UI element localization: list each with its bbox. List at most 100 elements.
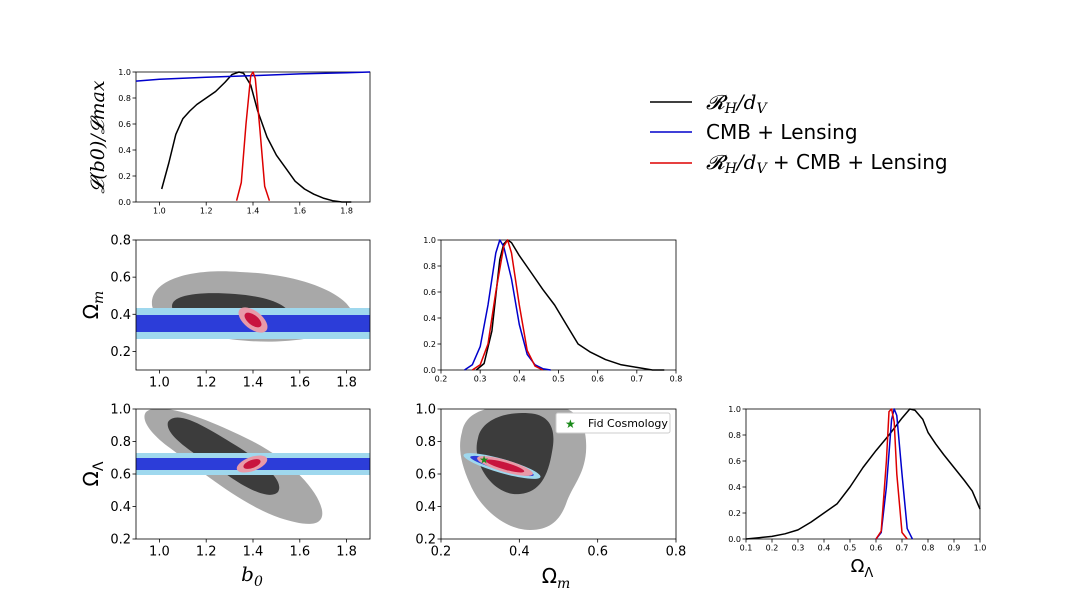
contour-combo-inner xyxy=(243,459,261,469)
x-tick-label: 0.3 xyxy=(792,544,805,553)
y-tick-label: 0.2 xyxy=(728,509,741,518)
x-tick-label: 1.0 xyxy=(149,545,170,560)
y-tick-label: 0.0 xyxy=(728,535,741,544)
series-line-2 xyxy=(471,239,544,371)
ylabel-om-sub: m xyxy=(91,291,107,304)
x-tick-label: 0.8 xyxy=(670,375,683,384)
ticks: 0.2 0.3 0.4 0.5 0.6 0.7 0.80.00.20.40.60.81.0 xyxy=(423,236,682,384)
x-tick-label: 0.5 xyxy=(844,544,857,553)
y-tick-label: 0.4 xyxy=(728,483,741,492)
xlabel-b0: b0 xyxy=(241,562,263,590)
xlabel-ol-main: Ω xyxy=(851,556,865,577)
series-line-0 xyxy=(475,239,665,371)
curves xyxy=(745,408,981,540)
curves xyxy=(135,71,371,203)
series-line-0 xyxy=(745,408,981,540)
x-tick-label: 1.6 xyxy=(289,376,310,391)
y-tick-label: 0.8 xyxy=(728,431,741,440)
xlabel-ol-sub: Λ xyxy=(864,566,873,581)
ylabel-likelihood: 𝓛(b0)/𝓛max xyxy=(87,80,109,193)
contours xyxy=(460,409,587,530)
x-tick-label: 0.9 xyxy=(948,544,961,553)
panel-om-ol-contours: ★ ★ Fid Cosmology 0.2 0.4 0.6 0.80.20.40.60… xyxy=(415,403,686,560)
x-tick-label: 1.8 xyxy=(336,376,357,391)
panel-b0-ol-contours: 1.0 1.2 1.4 1.6 1.8 0.2 0.4 0.6 0.8 1.0 xyxy=(110,403,371,560)
y-tick-label: 0.4 xyxy=(423,314,436,323)
y-tick-label: 0.0 xyxy=(118,198,131,207)
x-tick-label: 1.2 xyxy=(196,545,217,560)
fid-legend-label: Fid Cosmology xyxy=(588,417,668,430)
y-tick-label: 1.0 xyxy=(118,68,131,77)
xlabel-b0-main: b xyxy=(241,562,254,586)
panel-b0-marginal: 1.0 1.2 1.4 1.6 1.8 0.0 0.2 0.4 0.6 0.8 1.0 xyxy=(118,68,371,216)
fid-legend-box xyxy=(555,412,671,434)
legend-rh-sub: H xyxy=(724,101,738,117)
x-tick-label: 0.4 xyxy=(818,544,831,553)
ylabel-om-main: Ω xyxy=(79,304,103,319)
series-line-0 xyxy=(160,71,352,203)
axes-frame xyxy=(745,408,981,540)
x-tick-label: 0.6 xyxy=(587,545,608,560)
ylabel-omega-lambda: ΩΛ xyxy=(79,461,107,486)
y-tick-label: 0.8 xyxy=(415,435,436,450)
ticks: 1.0 1.2 1.4 1.6 1.8 0.0 0.2 0.4 0.6 0.8 1.0 xyxy=(118,68,353,216)
x-tick-label: 0.6 xyxy=(870,544,883,553)
ticks: 1.0 1.2 1.4 1.6 1.8 0.2 0.4 0.6 0.8 1.0 xyxy=(110,403,357,560)
legend-combo-rh-main: 𝓡 xyxy=(706,150,728,174)
panel-om-marginal: 0.2 0.3 0.4 0.5 0.6 0.7 0.80.00.20.40.60.81.0 xyxy=(423,236,682,384)
x-tick-label: 0.5 xyxy=(552,375,565,384)
x-tick-label: 0.8 xyxy=(666,545,687,560)
ticks: 1.0 1.2 1.4 1.6 1.8 0.2 0.4 0.6 0.8 xyxy=(110,234,357,391)
series-line-1 xyxy=(464,239,551,371)
contours xyxy=(136,409,370,524)
legend-combo-rh-sub: H xyxy=(724,161,738,177)
xlabel-om-sub: m xyxy=(557,576,570,592)
fiducial-star-marker: ★ xyxy=(479,453,489,466)
y-tick-label: 0.8 xyxy=(110,435,131,450)
y-tick-label: 1.0 xyxy=(110,403,131,418)
x-tick-label: 1.8 xyxy=(336,545,357,560)
x-tick-label: 0.8 xyxy=(922,544,935,553)
x-tick-label: 0.1 xyxy=(740,544,753,553)
ticks: 0.1 0.2 0.3 0.4 0.5 0.6 0.7 0.8 0.9 1.0 0.0 0.2 0.4 0… xyxy=(728,405,986,553)
x-tick-label: 1.0 xyxy=(974,544,987,553)
y-tick-label: 0.0 xyxy=(423,366,436,375)
panel-b0-om-contours: 1.0 1.2 1.4 1.6 1.8 0.2 0.4 0.6 0.8 xyxy=(110,234,371,391)
xlabel-omega-lambda-marginal: ΩΛ xyxy=(851,556,874,581)
y-tick-label: 0.4 xyxy=(415,500,436,515)
legend-label-combo: 𝓡H/dV + CMB + Lensing xyxy=(706,150,948,177)
legend-combo-dv-main: /d xyxy=(735,150,757,174)
y-tick-label: 0.4 xyxy=(110,500,131,515)
panel-ol-marginal: 0.1 0.2 0.3 0.4 0.5 0.6 0.7 0.8 0.9 1.0 0.0 0.2 0.4 0… xyxy=(728,405,986,553)
y-tick-label: 0.4 xyxy=(118,146,131,155)
x-tick-label: 0.6 xyxy=(591,375,604,384)
x-tick-label: 1.4 xyxy=(247,207,260,216)
ylabel-ol-sub: Λ xyxy=(91,461,107,471)
y-tick-label: 0.6 xyxy=(118,120,131,129)
y-tick-label: 0.2 xyxy=(118,172,131,181)
y-tick-label: 0.8 xyxy=(110,234,131,249)
legend-rh-main: 𝓡 xyxy=(706,90,728,114)
contour-combo-inner xyxy=(485,459,525,473)
legend: 𝓡H/dV CMB + Lensing 𝓡H/dV + CMB + Lensin… xyxy=(650,90,948,177)
y-tick-label: 0.8 xyxy=(118,94,131,103)
x-tick-label: 1.4 xyxy=(243,545,264,560)
y-tick-label: 0.6 xyxy=(423,288,436,297)
y-tick-label: 0.6 xyxy=(415,468,436,483)
series-line-1 xyxy=(135,71,371,82)
x-tick-label: 0.3 xyxy=(474,375,487,384)
x-tick-label: 1.0 xyxy=(153,207,166,216)
xlabel-om-main: Ω xyxy=(542,564,557,588)
fid-legend-star-icon: ★ xyxy=(565,417,576,431)
legend-combo-dv-sub: V xyxy=(756,161,768,177)
fid-legend: ★ Fid Cosmology xyxy=(555,412,671,434)
series-line-2 xyxy=(875,408,908,540)
ylabel-omega-m: Ωm xyxy=(79,291,107,320)
y-tick-label: 1.0 xyxy=(728,405,741,414)
y-tick-label: 0.6 xyxy=(728,457,741,466)
ylabel-ol-main: Ω xyxy=(79,471,103,486)
y-tick-label: 0.2 xyxy=(423,340,436,349)
x-tick-label: 1.2 xyxy=(196,376,217,391)
series-line-2 xyxy=(235,71,271,201)
